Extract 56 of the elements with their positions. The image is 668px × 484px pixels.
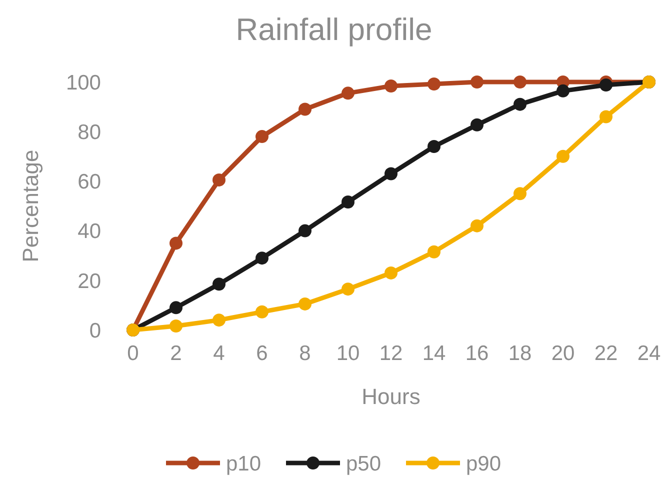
point <box>256 305 268 318</box>
point <box>600 78 612 92</box>
x-axis-title: Hours <box>362 384 420 409</box>
point <box>298 224 312 238</box>
x-tick-label: 20 <box>551 342 575 365</box>
point <box>428 245 440 258</box>
x-tick-label: 22 <box>594 342 618 365</box>
x-tick-label: 16 <box>465 342 489 365</box>
point <box>342 196 354 209</box>
y-axis-title: Percentage <box>18 150 43 262</box>
point <box>212 173 226 186</box>
x-tick-label: 12 <box>379 342 403 365</box>
point <box>514 76 526 88</box>
y-tick-label: 100 <box>66 71 101 94</box>
point <box>342 282 354 296</box>
point <box>342 86 354 100</box>
legend-label: p90 <box>466 452 502 476</box>
point <box>212 314 226 327</box>
x-tick-label: 10 <box>336 342 360 365</box>
point <box>384 79 398 92</box>
point <box>384 167 398 180</box>
x-tick-label: 6 <box>256 342 268 365</box>
point <box>556 84 570 98</box>
x-tick-label: 8 <box>299 342 311 365</box>
point <box>170 236 182 250</box>
x-tick-label: 0 <box>127 342 139 365</box>
y-tick-label: 60 <box>78 170 101 194</box>
point <box>212 278 226 291</box>
point <box>256 130 268 144</box>
point <box>256 252 268 265</box>
point <box>470 219 484 232</box>
x-tick-label: 14 <box>422 342 446 365</box>
point <box>600 110 612 124</box>
point <box>514 98 526 111</box>
point <box>298 297 312 310</box>
point <box>170 301 182 314</box>
chart-title: Rainfall profile <box>236 12 432 47</box>
x-tick-label: 18 <box>508 342 532 365</box>
y-tick-label: 20 <box>78 270 101 293</box>
point <box>428 77 440 90</box>
point <box>514 187 526 200</box>
point <box>556 150 570 163</box>
point <box>170 320 182 333</box>
legend-label: p10 <box>226 452 262 476</box>
x-tick-label: 24 <box>637 342 661 365</box>
y-tick-label: 80 <box>78 120 101 144</box>
x-tick-label: 2 <box>170 342 182 365</box>
point <box>470 118 484 132</box>
y-tick-label: 40 <box>78 220 101 244</box>
x-tick-label: 4 <box>213 342 226 365</box>
y-tick-label: 0 <box>89 319 101 342</box>
point <box>384 266 398 280</box>
point <box>470 76 484 88</box>
point <box>428 140 440 153</box>
legend-label: p50 <box>346 452 382 476</box>
point <box>298 102 312 116</box>
